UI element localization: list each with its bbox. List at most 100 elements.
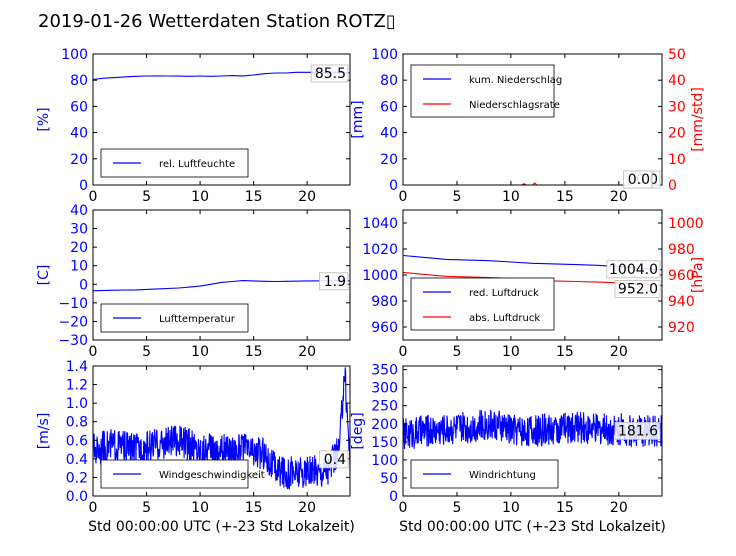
axes-frame	[402, 53, 663, 186]
y-tick-label: 0.8	[66, 415, 88, 431]
y-tick-label: 50	[380, 471, 398, 487]
x-tick-label: 0	[89, 500, 98, 516]
y-tick-label: 980	[371, 294, 398, 310]
last-value-label: 181.6	[618, 423, 658, 439]
y-right-tick-label: 30	[668, 99, 686, 115]
subplot-2: 0 5 10 15 20 0 20 40 60 80 100 0 10 20 30 40 50 [mm] [mm/s…	[350, 47, 706, 205]
y-tick-label: 60	[70, 99, 88, 115]
legend-entry: kum. Niederschlag	[469, 75, 562, 86]
x-axis-label: Std 00:00:00 UTC (+-23 Std Lokalzeit)	[399, 519, 666, 535]
legend-entry: Windrichtung	[469, 470, 536, 481]
y-right-axis-label: [hPa]	[690, 257, 706, 293]
y-tick-label: 1.4	[66, 359, 88, 375]
x-tick-label: 5	[142, 344, 151, 360]
y-tick-label: 350	[371, 363, 398, 379]
legend-box	[100, 459, 249, 489]
last-value-label-box	[606, 260, 661, 279]
y-right-tick-label: 980	[668, 242, 695, 258]
y-right-tick-label: 50	[668, 47, 686, 63]
last-value-right-box	[623, 170, 653, 189]
legend-entry: Windgeschwindigkeit	[159, 470, 265, 481]
x-tick-label: 15	[556, 500, 574, 516]
last-value-right-box	[614, 279, 661, 298]
x-tick-label: 0	[399, 189, 408, 205]
y-tick-label: −20	[58, 314, 88, 330]
axes-frame	[92, 209, 351, 341]
y-tick-label: −10	[58, 296, 88, 312]
x-tick-label: 10	[502, 500, 520, 516]
y-axis-label: [mm]	[350, 100, 366, 138]
y-right-tick-label: 0	[668, 178, 677, 194]
y-tick-label: 0	[79, 277, 88, 293]
x-tick-label: 20	[298, 189, 316, 205]
y-tick-label: 80	[380, 73, 398, 89]
y-axis-label: [C]	[36, 265, 52, 286]
y-right-tick-label: 940	[668, 294, 695, 310]
y-axis-label: [deg]	[350, 412, 366, 449]
y-tick-label: 250	[371, 399, 398, 415]
x-tick-label: 20	[298, 344, 316, 360]
x-tick-label: 10	[502, 189, 520, 205]
y-tick-label: 0	[389, 489, 398, 505]
x-tick-label: 20	[610, 344, 628, 360]
last-value-label-box	[318, 450, 349, 469]
y-tick-label: 100	[371, 47, 398, 63]
y-tick-label: 100	[61, 47, 88, 63]
y-right-tick-label: 10	[668, 152, 686, 168]
y-tick-label: 960	[371, 320, 398, 336]
y-right-tick-label: 20	[668, 126, 686, 142]
x-tick-label: 20	[610, 189, 628, 205]
axes-frame	[92, 365, 351, 497]
subplot-1: 0 5 10 15 20 0 20 40 60 80 100 [%] 85.5 rel. Luftfeuc…	[36, 47, 351, 205]
x-tick-label: 10	[502, 344, 520, 360]
y-tick-label: 150	[371, 435, 398, 451]
subplot-5: 0 5 10 15 20 0.0 0.2 0.4 0.6 0.8 1.0 1.2 1.4 [m/s] Std…	[36, 359, 355, 535]
series-line-1	[92, 280, 350, 292]
x-tick-label: 15	[245, 189, 263, 205]
y-tick-label: 40	[70, 126, 88, 142]
y-tick-label: 1.2	[66, 378, 88, 394]
x-tick-label: 10	[191, 500, 209, 516]
y-tick-label: 20	[70, 152, 88, 168]
y-right-tick-label: 1000	[668, 216, 704, 232]
x-tick-label: 5	[452, 344, 461, 360]
x-tick-label: 15	[245, 500, 263, 516]
subplot-3: 0 5 10 15 20 −30 −20 −10 0 10 20 30 40 [C] 1.9 Lufttemp…	[36, 203, 351, 360]
x-tick-label: 0	[89, 344, 98, 360]
y-tick-label: 100	[371, 453, 398, 469]
x-axis-label: Std 00:00:00 UTC (+-23 Std Lokalzeit)	[88, 519, 355, 535]
y-right-tick-label: 40	[668, 73, 686, 89]
last-value-label: 0.4	[324, 452, 346, 468]
y-right-tick-label: 920	[668, 320, 695, 336]
subplot-4: 0 5 10 15 20 960 980 1000 1020 1040 920 940 960 980 10…	[362, 209, 706, 360]
last-value-label-box	[318, 272, 349, 291]
y-tick-label: 20	[70, 240, 88, 256]
legend-entry: rel. Luftfeuchte	[159, 159, 235, 170]
x-tick-label: 5	[142, 500, 151, 516]
x-tick-label: 5	[452, 189, 461, 205]
y-tick-label: 0.6	[66, 433, 88, 449]
x-tick-label: 20	[610, 500, 628, 516]
series-line-1	[92, 367, 351, 490]
x-tick-label: 0	[89, 189, 98, 205]
axes-frame	[92, 53, 351, 186]
y-tick-label: 40	[380, 126, 398, 142]
legend-box	[410, 277, 555, 331]
last-value-label-box	[614, 422, 661, 440]
y-tick-label: 1000	[362, 268, 398, 284]
y-tick-label: 0	[79, 178, 88, 194]
x-tick-label: 15	[556, 189, 574, 205]
y-right-tick-label: 960	[668, 268, 695, 284]
last-value-right-label: 0.0	[628, 172, 650, 188]
legend-box	[100, 148, 249, 178]
x-tick-label: 0	[399, 500, 408, 516]
x-tick-label: 0	[399, 344, 408, 360]
legend-box	[410, 64, 555, 118]
y-tick-label: 80	[70, 73, 88, 89]
x-tick-label: 15	[245, 344, 263, 360]
legend-entry: abs. Luftdruck	[469, 313, 540, 324]
x-tick-label: 15	[556, 344, 574, 360]
last-value-label: 1.9	[324, 274, 346, 290]
